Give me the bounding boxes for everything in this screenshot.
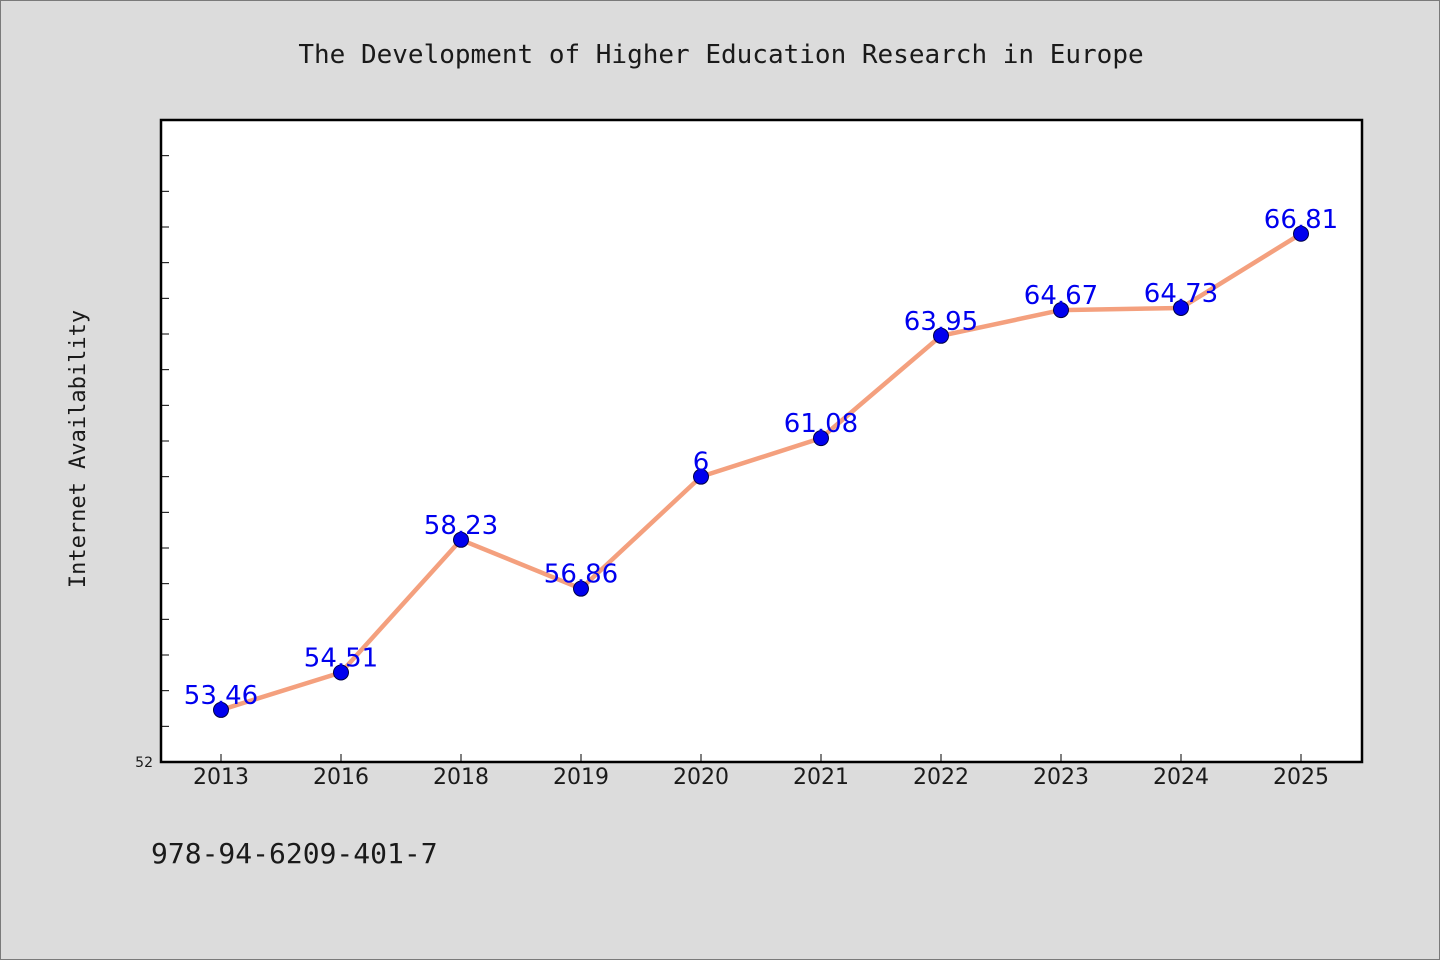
data-point — [1293, 225, 1309, 242]
x-tick-label: 2023 — [1033, 765, 1089, 790]
plot-area — [159, 118, 1364, 764]
x-tick-label: 2025 — [1273, 765, 1329, 790]
x-axis-ticks: 2013 2016 2018 2019 2020 2021 2022 2023 2024 2025 — [193, 754, 1329, 790]
data-label: 63.95 — [904, 307, 978, 337]
data-point — [1173, 299, 1189, 316]
data-label: 56.86 — [544, 560, 618, 590]
x-tick-label: 2024 — [1153, 765, 1209, 790]
data-label: 58.23 — [424, 511, 498, 541]
x-tick-label: 2022 — [913, 765, 969, 790]
data-label: 54.51 — [304, 643, 378, 673]
y-axis-label: Internet Availability — [66, 310, 91, 588]
data-point — [693, 468, 709, 485]
x-tick-label: 2020 — [673, 765, 729, 790]
x-tick-label: 2016 — [313, 765, 369, 790]
data-label: 66.81 — [1264, 205, 1338, 235]
data-point — [933, 327, 949, 344]
series-line — [218, 231, 1304, 713]
chart-title: The Development of Higher Education Rese… — [298, 40, 1143, 70]
y-axis-ticks — [161, 155, 169, 727]
data-point — [1053, 302, 1069, 319]
data-label: 53.46 — [184, 681, 258, 711]
data-point — [213, 701, 229, 718]
y-axis-min-label: 52 — [135, 755, 153, 771]
data-point-markers — [213, 225, 1309, 718]
data-label: 6 — [693, 448, 710, 478]
data-label: 64.73 — [1144, 279, 1218, 309]
data-point — [573, 580, 589, 597]
isbn-text: 978-94-6209-401-7 — [151, 837, 438, 870]
data-labels: 53.46 54.51 58.23 56.86 6 61.08 63.95 64.67 64.7… — [184, 205, 1338, 711]
data-point — [813, 430, 829, 447]
data-point — [333, 664, 349, 681]
data-label: 61.08 — [784, 409, 858, 439]
x-tick-label: 2021 — [793, 765, 849, 790]
x-tick-label: 2019 — [553, 765, 609, 790]
x-tick-label: 2018 — [433, 765, 489, 790]
data-point — [453, 531, 469, 548]
data-label: 64.67 — [1024, 281, 1098, 311]
x-tick-label: 2013 — [193, 765, 249, 790]
